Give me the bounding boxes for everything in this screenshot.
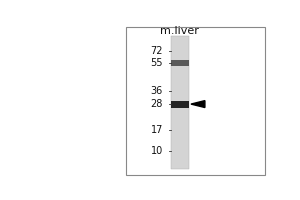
Bar [171, 36, 189, 169]
Text: 17: 17 [151, 125, 163, 135]
Text: m.liver: m.liver [160, 26, 199, 36]
Text: 72: 72 [151, 46, 163, 56]
Text: 28: 28 [151, 99, 163, 109]
Text: 55: 55 [151, 58, 163, 68]
Bar [171, 101, 189, 108]
Polygon shape [191, 101, 205, 108]
Bar [126, 27, 266, 175]
Text: 10: 10 [151, 146, 163, 156]
Bar [171, 60, 189, 66]
Text: 36: 36 [151, 86, 163, 96]
